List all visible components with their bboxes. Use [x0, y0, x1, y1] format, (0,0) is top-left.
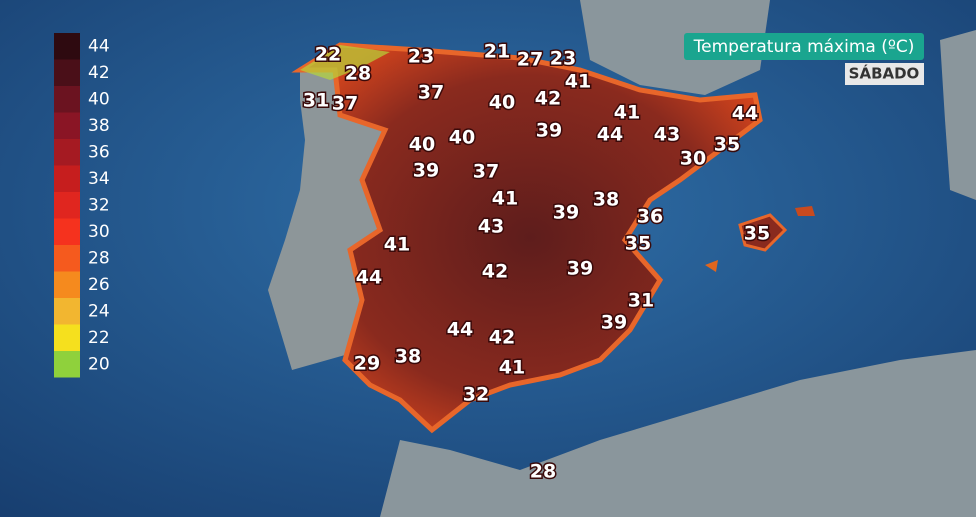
legend-label: 38	[88, 116, 110, 136]
subtitle-box	[845, 63, 924, 85]
temperature-label: 44	[597, 124, 623, 146]
temperature-label: 44	[447, 319, 473, 341]
legend-swatch	[54, 139, 80, 166]
legend-label: 20	[88, 354, 110, 374]
temperature-label: 37	[418, 82, 444, 104]
sardinia-corsica	[940, 30, 976, 200]
legend-swatch	[54, 324, 80, 351]
legend-swatch	[54, 298, 80, 325]
france	[580, 0, 770, 95]
title-box	[684, 33, 924, 60]
temperature-label: 39	[567, 258, 593, 280]
legend-swatch	[54, 59, 80, 86]
legend-swatch	[54, 112, 80, 139]
legend-label: 36	[88, 142, 110, 162]
temperature-label: 23	[408, 46, 434, 68]
temperature-label: 39	[413, 160, 439, 182]
temperature-label: 31	[303, 90, 329, 112]
temperature-label: 37	[332, 93, 358, 115]
legend-label: 24	[88, 301, 110, 321]
temperature-label: 44	[732, 103, 758, 125]
temperature-label: 28	[530, 461, 556, 483]
legend-swatch	[54, 33, 80, 60]
temperature-label: 38	[593, 189, 619, 211]
legend-label: 32	[88, 195, 110, 215]
temperature-label: 38	[395, 346, 421, 368]
legend-label: 44	[88, 36, 110, 56]
temperature-label: 44	[356, 267, 382, 289]
temperature-label: 42	[482, 261, 508, 283]
temperature-label: 27	[517, 49, 543, 71]
temperature-label: 23	[550, 48, 576, 70]
legend-swatch	[54, 351, 80, 378]
legend-label: 30	[88, 222, 110, 242]
legend-label: 42	[88, 63, 110, 83]
temperature-label: 39	[553, 202, 579, 224]
temperature-label: 22	[315, 44, 341, 66]
temperature-label: 42	[489, 327, 515, 349]
temperature-label: 36	[637, 206, 663, 228]
temperature-label: 39	[536, 120, 562, 142]
temperature-label: 43	[654, 124, 680, 146]
legend-label: 34	[88, 169, 110, 189]
spain	[291, 42, 763, 434]
temperature-label: 29	[354, 353, 380, 375]
legend-swatch	[54, 271, 80, 298]
title: Temperatura máxima (ºC)	[693, 37, 915, 57]
temperature-label: 32	[463, 384, 489, 406]
temperature-label: 41	[499, 357, 525, 379]
africa	[380, 350, 976, 517]
temperature-label: 41	[384, 234, 410, 256]
temperature-label: 37	[473, 161, 499, 183]
galicia-cool	[300, 45, 390, 80]
temperature-label: 39	[601, 312, 627, 334]
legend-swatch	[54, 245, 80, 272]
temperature-label: 35	[714, 134, 740, 156]
temperature-label: 21	[484, 41, 510, 63]
temperature-label: 41	[614, 102, 640, 124]
ibiza	[705, 260, 718, 272]
legend-label: 28	[88, 248, 110, 268]
legend-swatch	[54, 165, 80, 192]
legend-label: 22	[88, 328, 110, 348]
legend-swatch	[54, 86, 80, 113]
temperature-label: 30	[680, 148, 706, 170]
portugal	[268, 60, 385, 370]
legend-label: 26	[88, 275, 110, 295]
temperature-label: 40	[449, 127, 475, 149]
temperature-label: 40	[409, 134, 435, 156]
temperature-label: 43	[478, 216, 504, 238]
menorca	[795, 206, 815, 216]
legend-swatch	[54, 192, 80, 219]
subtitle: SÁBADO	[849, 64, 920, 83]
legend-label: 40	[88, 89, 110, 109]
temperature-label: 41	[565, 71, 591, 93]
temperature-label: 35	[744, 223, 770, 245]
temperature-label: 42	[535, 88, 561, 110]
temperature-label: 35	[625, 233, 651, 255]
mallorca	[738, 213, 788, 252]
temperature-label: 28	[345, 63, 371, 85]
legend-swatch	[54, 218, 80, 245]
temperature-label: 31	[628, 290, 654, 312]
temperature-label: 40	[489, 92, 515, 114]
temperature-label: 41	[492, 188, 518, 210]
